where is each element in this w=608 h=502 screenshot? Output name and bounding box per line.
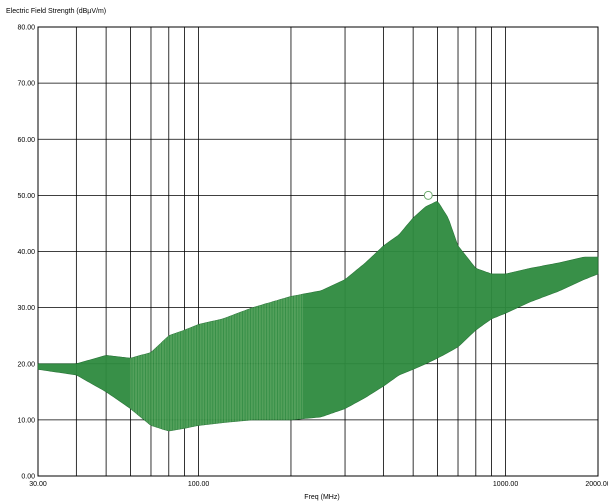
x-tick-label: 1000.00	[493, 481, 518, 488]
y-tick-label: 10.00	[17, 417, 35, 424]
y-tick-label: 50.00	[17, 193, 35, 200]
series-envelope	[37, 201, 599, 432]
tick-labels: 0.00 10.00 20.00 30.00 40.00 50.00 60.00 70.00 8…	[17, 25, 608, 489]
y-tick-label: 80.00	[17, 25, 35, 32]
x-tick-label: 100.00	[188, 481, 210, 488]
y-tick-label: 60.00	[17, 137, 35, 144]
y-tick-label: 0.00	[21, 474, 35, 481]
y-tick-label: 20.00	[17, 361, 35, 368]
y-axis-title: Electric Field Strength (dBµV/m)	[6, 8, 106, 15]
x-axis-title: Freq (MHz)	[304, 494, 339, 501]
y-tick-label: 70.00	[17, 81, 35, 88]
peak-marker	[423, 190, 433, 200]
x-tick-label: 2000.00	[585, 481, 608, 488]
data-series	[37, 190, 599, 432]
y-tick-label: 40.00	[17, 249, 35, 256]
y-tick-label: 30.00	[17, 305, 35, 312]
x-tick-label: 30.00	[29, 481, 47, 488]
